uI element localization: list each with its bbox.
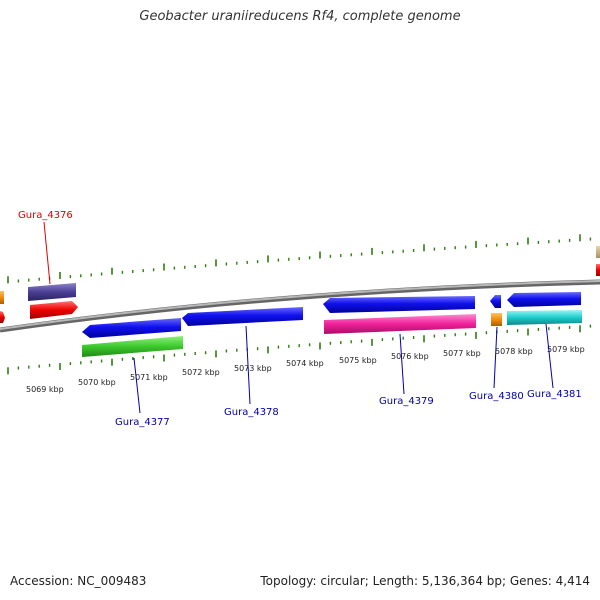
scale-label: 5070 kbp [78, 378, 116, 387]
gene-feature-gura-4380[interactable] [491, 313, 502, 326]
gene-feature-red[interactable] [30, 301, 78, 319]
gene-feature-tan[interactable] [596, 246, 600, 258]
scale-label: 5079 kbp [547, 345, 585, 354]
gene-label-gura-4377[interactable]: Gura_4377 [115, 417, 170, 428]
gene-label-gura-4381[interactable]: Gura_4381 [527, 389, 582, 400]
gene-feature-gura-4376[interactable] [28, 283, 76, 301]
callout-line-gura-4378 [245, 325, 251, 405]
gene-feature-gura-4377-upper[interactable] [82, 318, 181, 338]
callout-line-gura-4376 [43, 221, 51, 285]
gene-feature-gura-4379-upper[interactable] [323, 296, 475, 313]
callout-line-gura-4380 [493, 326, 498, 389]
gene-feature-gura-4380-upper[interactable] [490, 295, 501, 308]
scale-label: 5078 kbp [495, 347, 533, 356]
genome-backbone-highlight [0, 280, 600, 330]
upper-tick-ring [7, 234, 592, 284]
gene-feature-gura-4381-upper[interactable] [507, 292, 581, 307]
callout-line-gura-4381 [545, 323, 554, 389]
gene-feature-gura-4381[interactable] [507, 310, 582, 325]
genome-summary-text: Topology: circular; Length: 5,136,364 bp… [260, 574, 590, 588]
scale-label: 5072 kbp [182, 368, 220, 377]
gene-label-gura-4379[interactable]: Gura_4379 [379, 396, 434, 407]
scale-label: 5071 kbp [130, 373, 168, 382]
gene-feature-orange-left[interactable] [0, 291, 4, 304]
genome-backbone [0, 279, 600, 333]
gene-feature-gura-4379[interactable] [324, 314, 476, 334]
scale-label: 5075 kbp [339, 356, 377, 365]
scale-label: 5073 kbp [234, 364, 272, 373]
gene-feature-gura-4378[interactable] [182, 307, 303, 326]
scale-label: 5074 kbp [286, 359, 324, 368]
scale-label: 5076 kbp [391, 352, 429, 361]
gene-feature-red-edge-top[interactable] [596, 264, 600, 276]
scale-label: 5077 kbp [443, 349, 481, 358]
scale-labels: 5069 kbp 5070 kbp 5071 kbp 5072 kbp 5073… [26, 345, 585, 394]
gene-label-gura-4378[interactable]: Gura_4378 [224, 407, 279, 418]
accession-text: Accession: NC_009483 [10, 574, 147, 588]
gene-feature-gura-4377[interactable] [82, 336, 183, 357]
gene-feature-red-left[interactable] [0, 311, 5, 323]
scale-label: 5069 kbp [26, 385, 64, 394]
callout-line-gura-4379 [399, 333, 405, 395]
map-title: Geobacter uraniireducens Rf4, complete g… [139, 9, 461, 24]
gene-label-gura-4380[interactable]: Gura_4380 [469, 391, 524, 402]
gene-label-gura-4376[interactable]: Gura_4376 [18, 210, 73, 221]
callout-line-gura-4377 [133, 357, 141, 414]
